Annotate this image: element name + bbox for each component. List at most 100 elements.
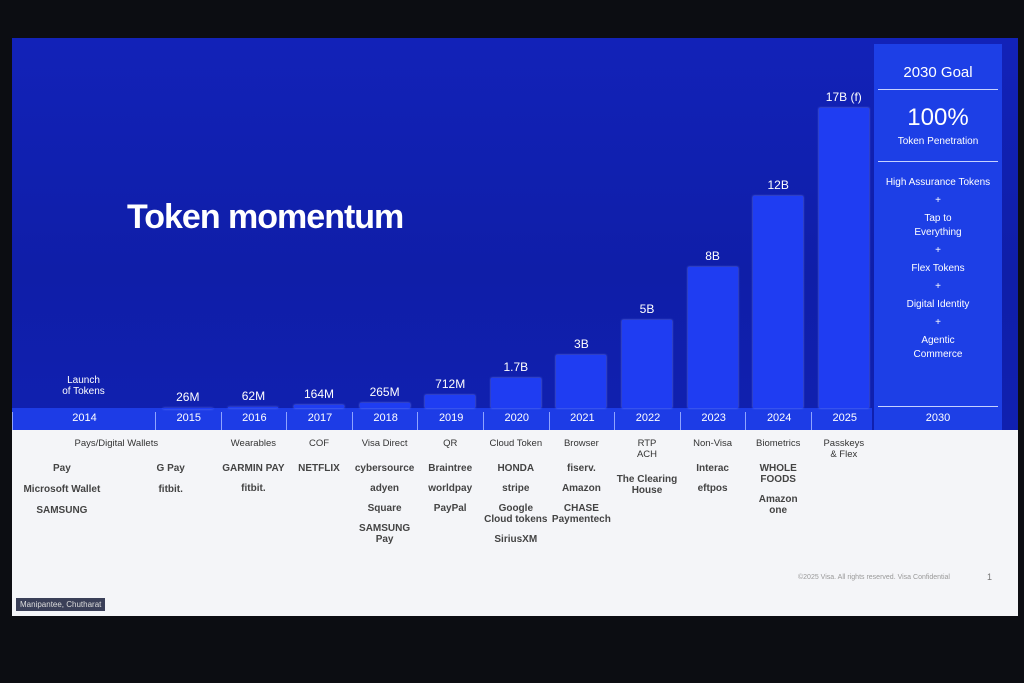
logo: Braintree	[428, 463, 473, 474]
feature-label: Wearables	[230, 438, 277, 449]
logo: cybersource	[354, 463, 415, 474]
logo: worldpay	[428, 483, 473, 494]
logo: SiriusXM	[494, 534, 538, 545]
logo: CHASE Paymentech	[551, 503, 611, 525]
bar	[294, 405, 344, 408]
logo: stripe	[502, 483, 530, 494]
value-label: 712M	[435, 377, 466, 392]
logo: fitbit.	[158, 484, 183, 495]
logo: eftpos	[697, 483, 728, 494]
goal-item: Flex Tokens	[911, 263, 965, 274]
goal-big: 100%	[907, 104, 969, 131]
bar	[359, 403, 410, 408]
bar	[622, 319, 672, 408]
feature-label: COF	[308, 438, 330, 449]
logo-list: Interac eftpos	[680, 463, 746, 494]
feature-label: Biometrics	[756, 438, 801, 449]
logo-list: GARMIN PAY fitbit.	[221, 463, 287, 494]
x-tick-label: 2024	[745, 412, 812, 430]
feature: QR Braintree worldpay PayPal	[417, 438, 483, 514]
logo-list: HONDA stripe Google Cloud tokens SiriusXM	[483, 463, 549, 545]
annotation: Launch of Tokens	[62, 375, 105, 397]
logo: fiserv.	[567, 463, 596, 474]
bar	[425, 395, 476, 408]
feature: Pays/Digital Wallets Pay G Pay Microsoft Wa…	[12, 438, 221, 516]
logo: Square	[367, 503, 402, 514]
logo: adyen	[370, 483, 400, 494]
divider	[878, 161, 998, 162]
goal-item: +	[935, 245, 941, 256]
logo-list: Pay G Pay Microsoft Wallet fitbit. SAMSUNG	[12, 463, 221, 516]
value-label: 12B	[767, 178, 789, 193]
page-number: 1	[987, 572, 993, 582]
x-tick-label: 2014	[12, 412, 156, 430]
feature: Browser fiserv. Amazon CHASE Paymentech	[549, 438, 615, 525]
logo: SAMSUNG	[36, 505, 88, 516]
goal-item: +	[935, 317, 941, 328]
slide: Token momentum 2030 Goal 100% Token Pene…	[12, 38, 1018, 616]
logo-list: NETFLIX	[286, 463, 352, 474]
goal-list: High Assurance Tokens + Tap to Everything +…	[874, 162, 1002, 362]
logo-list: The Clearing House	[614, 474, 680, 496]
logo: GARMIN PAY	[222, 463, 285, 474]
feature: Cloud Token HONDA stripe Google Cloud token…	[483, 438, 549, 545]
copyright: ©2025 Visa. All rights reserved. Visa Co…	[798, 574, 950, 581]
value-label: 62M	[241, 388, 266, 403]
divider	[878, 406, 998, 407]
logo: HONDA	[497, 463, 535, 474]
feature: Biometrics WHOLE FOODS Amazon one	[745, 438, 811, 516]
bar	[687, 266, 738, 408]
goal-item: Agentic Commerce	[913, 335, 963, 360]
title: Token momentum	[127, 198, 404, 236]
feature: Passkeys & Flex	[811, 438, 877, 474]
divider	[878, 89, 998, 90]
goal-year: 2030	[925, 412, 951, 424]
logo: NETFLIX	[298, 463, 340, 474]
x-tick-label: 2021	[548, 412, 616, 430]
goal-item: +	[935, 281, 941, 292]
x-tick-label: 2017	[286, 412, 353, 430]
bar	[228, 406, 279, 408]
feature-label: Non-Visa	[693, 438, 733, 449]
logo: Interac	[696, 463, 729, 474]
feature: COF NETFLIX	[286, 438, 352, 474]
value-label: 265M	[369, 385, 400, 400]
logo: Microsoft Wallet	[23, 484, 101, 495]
goal-item: +	[935, 195, 941, 206]
feature-label: Passkeys & Flex	[823, 438, 865, 460]
year-band	[12, 408, 872, 430]
goal-item: Digital Identity	[906, 299, 970, 310]
x-tick-label: 2018	[351, 412, 419, 430]
logo: Pay	[53, 463, 71, 474]
value-label: 8B	[705, 248, 720, 263]
logo: G Pay	[156, 463, 185, 474]
x-tick-label: 2023	[679, 412, 747, 430]
feature-label: Pays/Digital Wallets	[74, 438, 159, 449]
bar	[490, 378, 541, 408]
logo: Amazon	[561, 483, 601, 494]
logo: fitbit.	[241, 483, 266, 494]
goal-panel: 2030 Goal 100% Token Penetration High As…	[874, 44, 1002, 430]
feature-label: QR	[443, 438, 458, 449]
value-label: 3B	[574, 337, 589, 352]
x-tick-label: 2022	[614, 412, 681, 430]
x-tick-label: 2019	[417, 412, 484, 430]
bar	[753, 196, 804, 408]
logo: PayPal	[433, 503, 467, 514]
feature: Non-Visa Interac eftpos	[680, 438, 746, 494]
feature: RTP ACH The Clearing House	[614, 438, 680, 496]
feature-label: RTP ACH	[636, 438, 658, 460]
feature-label: Browser	[563, 438, 599, 449]
logo: WHOLE FOODS	[759, 463, 797, 485]
bar	[556, 355, 607, 408]
x-tick-label: 2016	[220, 412, 288, 430]
x-tick-label: 2020	[483, 412, 550, 430]
x-tick-label: 2025	[811, 412, 878, 430]
logo: Amazon one	[758, 494, 798, 516]
x-tick-label: 2015	[155, 412, 222, 430]
logo-list: Braintree worldpay PayPal	[417, 463, 483, 514]
value-label: 1.7B	[503, 360, 529, 374]
value-label: 17B (f)	[825, 90, 862, 104]
logo-list: cybersource adyen Square SAMSUNG Pay	[352, 463, 418, 545]
